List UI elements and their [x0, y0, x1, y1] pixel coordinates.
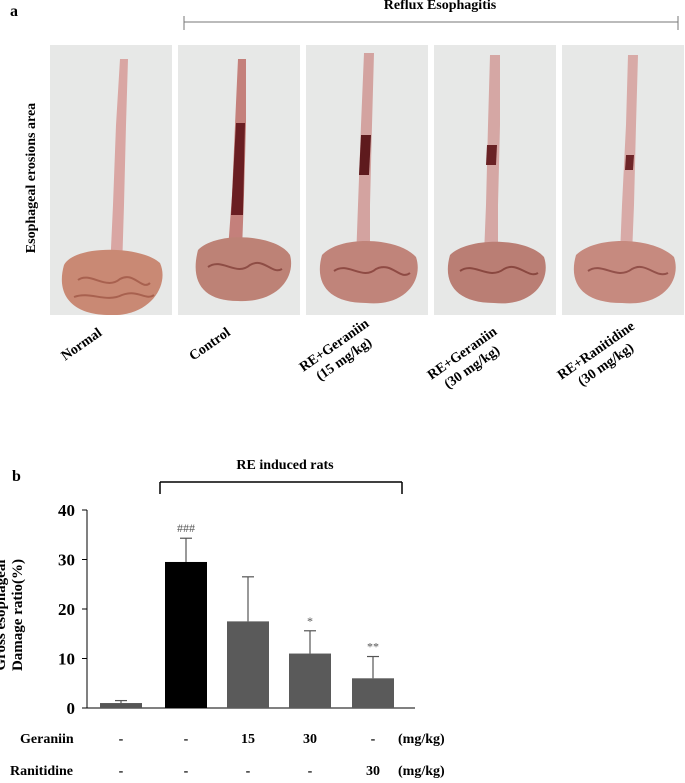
re-induced-label: RE induced rats	[236, 458, 334, 473]
panel-b-letter: b	[12, 468, 21, 485]
geraniin-dose: -	[370, 732, 376, 747]
significance-label: **	[367, 640, 379, 654]
group-label-normal: Normal	[58, 325, 105, 365]
photo-geraniin-15	[306, 45, 428, 315]
group-label-control-line1: Control	[186, 325, 234, 365]
photo-normal	[50, 45, 172, 315]
photo-ranitidine-30	[562, 45, 684, 315]
y-tick-label: 20	[58, 600, 75, 619]
ranitidine-dose: -	[118, 764, 124, 779]
geraniin-dose: -	[183, 732, 189, 747]
panel-a-letter: a	[10, 3, 18, 20]
significance-label: *	[307, 614, 313, 628]
chart-y-label-line2: Damage ratio(%)	[10, 558, 26, 672]
y-tick-label: 0	[67, 699, 76, 718]
geraniin-unit: (mg/kg)	[398, 732, 445, 747]
chart-y-label-line1: Gross esophageal	[0, 559, 9, 671]
reflux-header: Reflux Esophagitis	[383, 0, 497, 13]
geraniin-dose: -	[118, 732, 124, 747]
bar	[352, 678, 394, 708]
ranitidine-dose: -	[183, 764, 189, 779]
y-tick-label: 40	[58, 501, 75, 520]
bar	[100, 703, 142, 708]
ranitidine-unit: (mg/kg)	[398, 764, 445, 779]
geraniin-row-label: Geraniin	[20, 732, 74, 747]
erosions-y-label: Esophageal erosions area	[24, 102, 39, 254]
significance-label: ###	[177, 521, 195, 535]
geraniin-dose: 30	[303, 732, 317, 747]
chart-y-label: Gross esophageal Damage ratio(%)	[0, 535, 27, 695]
group-label-geraniin-30: RE+Geraniin (30 mg/kg)	[424, 324, 510, 398]
group-label-ranitidine-30: RE+Ranitidine (30 mg/kg)	[554, 318, 648, 398]
bar	[289, 653, 331, 708]
re-induced-bracket	[159, 481, 403, 494]
y-tick-label: 30	[58, 551, 75, 570]
ranitidine-dose: -	[307, 764, 313, 779]
bar	[227, 621, 269, 708]
reflux-bracket	[183, 16, 679, 30]
y-tick-label: 10	[58, 650, 75, 669]
group-label-normal-line1: Normal	[58, 325, 106, 365]
ranitidine-dose: 30	[366, 764, 380, 779]
ranitidine-dose: -	[245, 764, 251, 779]
group-label-control: Control	[186, 324, 234, 365]
ranitidine-row-label: Ranitidine	[10, 764, 74, 779]
photo-geraniin-30	[434, 45, 556, 315]
geraniin-dose: 15	[241, 732, 255, 747]
bar	[165, 561, 207, 708]
photo-control	[178, 45, 300, 315]
group-label-geraniin-15: RE+Geraniin (15 mg/kg)	[296, 316, 382, 390]
